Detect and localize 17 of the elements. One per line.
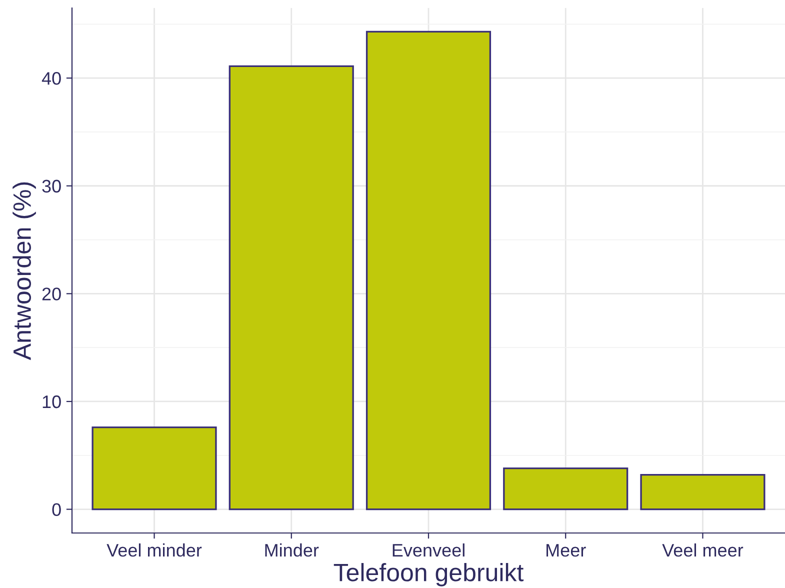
y-tick-label: 20	[42, 288, 61, 300]
x-tick-label: Minder	[265, 543, 319, 557]
x-axis-title: Telefoon gebruikt	[334, 563, 524, 586]
x-tick-label: Evenveel	[392, 543, 464, 557]
x-tick-label: Meer	[546, 544, 586, 557]
bar	[366, 30, 492, 510]
y-axis-title: Antwoorden (%)	[12, 182, 36, 360]
y-tick-label: 10	[42, 395, 61, 408]
bar	[92, 426, 217, 510]
bar	[640, 474, 766, 510]
x-tick-label: Veel minder	[106, 543, 202, 557]
y-tick-label: 40	[42, 72, 61, 85]
bar	[228, 65, 354, 510]
x-tick-label: Veel meer	[662, 543, 744, 557]
y-tick-label: 30	[42, 180, 61, 193]
bar	[503, 467, 628, 510]
y-tick-label: 0	[52, 503, 61, 516]
